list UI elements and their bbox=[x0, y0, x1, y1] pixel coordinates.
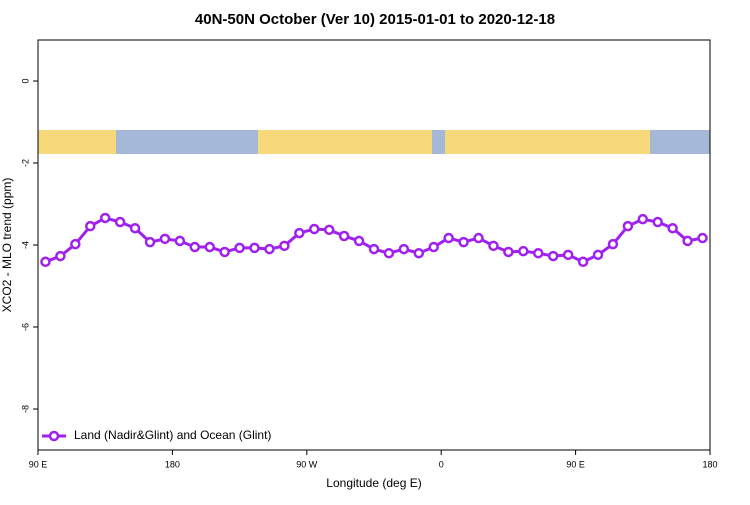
data-point bbox=[323, 224, 335, 236]
data-point bbox=[129, 222, 141, 234]
data-point bbox=[249, 242, 260, 254]
map-land bbox=[38, 130, 116, 154]
data-point bbox=[368, 243, 380, 255]
data-point bbox=[159, 233, 171, 245]
y-tick-label: -4 bbox=[20, 241, 30, 249]
data-point bbox=[294, 227, 305, 239]
data-point bbox=[70, 238, 81, 250]
y-tick-label: -8 bbox=[20, 405, 30, 413]
data-point bbox=[547, 250, 559, 262]
data-point bbox=[413, 247, 425, 259]
data-point bbox=[398, 243, 410, 255]
data-point bbox=[443, 232, 454, 244]
data-point bbox=[204, 241, 215, 253]
data-point bbox=[174, 235, 186, 247]
data-point bbox=[682, 235, 693, 247]
x-tick-label: 180 bbox=[702, 459, 717, 469]
legend: Land (Nadir&Glint) and Ocean (Glint) bbox=[42, 428, 271, 442]
map-land bbox=[258, 130, 432, 154]
data-point bbox=[279, 240, 290, 252]
data-point bbox=[309, 223, 320, 235]
data-point bbox=[518, 245, 529, 257]
data-point bbox=[338, 230, 350, 242]
x-axis-label: Longitude (deg E) bbox=[326, 476, 421, 490]
x-tick-label: 180 bbox=[165, 459, 180, 469]
y-axis-label: XCO2 - MLO trend (ppm) bbox=[0, 178, 14, 313]
data-point bbox=[383, 247, 395, 259]
data-point bbox=[622, 220, 634, 232]
data-point bbox=[503, 246, 514, 258]
y-tick-label: -6 bbox=[20, 323, 30, 331]
data-point bbox=[189, 241, 201, 253]
data-point bbox=[99, 212, 111, 224]
data-point bbox=[114, 216, 126, 228]
legend-marker bbox=[48, 430, 60, 442]
x-tick-label: 0 bbox=[439, 459, 444, 469]
data-point bbox=[353, 235, 365, 247]
x-tick-label: 90 E bbox=[566, 459, 585, 469]
data-point bbox=[592, 249, 604, 261]
data-point bbox=[234, 242, 245, 254]
series-line bbox=[44, 216, 703, 264]
data-point bbox=[637, 213, 649, 225]
map-strip bbox=[38, 130, 710, 154]
data-point bbox=[488, 240, 499, 252]
data-point bbox=[473, 232, 484, 244]
data-point bbox=[458, 236, 469, 248]
data-point bbox=[264, 243, 275, 255]
data-point bbox=[428, 241, 439, 253]
data-point bbox=[40, 256, 51, 268]
data-point bbox=[85, 220, 96, 232]
data-point bbox=[697, 232, 708, 244]
chart-title: 40N-50N October (Ver 10) 2015-01-01 to 2… bbox=[195, 11, 555, 28]
map-land bbox=[445, 130, 650, 154]
data-point bbox=[562, 249, 574, 261]
data-point bbox=[219, 246, 230, 258]
data-point bbox=[577, 256, 589, 268]
x-tick-label: 90 W bbox=[296, 459, 318, 469]
data-point bbox=[533, 247, 544, 259]
y-tick-label: -2 bbox=[20, 159, 30, 167]
data-point bbox=[144, 236, 156, 248]
data-point bbox=[55, 250, 66, 262]
y-tick-label: 0 bbox=[20, 78, 30, 83]
x-tick-label: 90 E bbox=[29, 459, 48, 469]
data-point bbox=[607, 238, 619, 250]
data-point bbox=[667, 222, 678, 234]
data-point bbox=[652, 216, 663, 228]
legend-label: Land (Nadir&Glint) and Ocean (Glint) bbox=[74, 428, 271, 442]
